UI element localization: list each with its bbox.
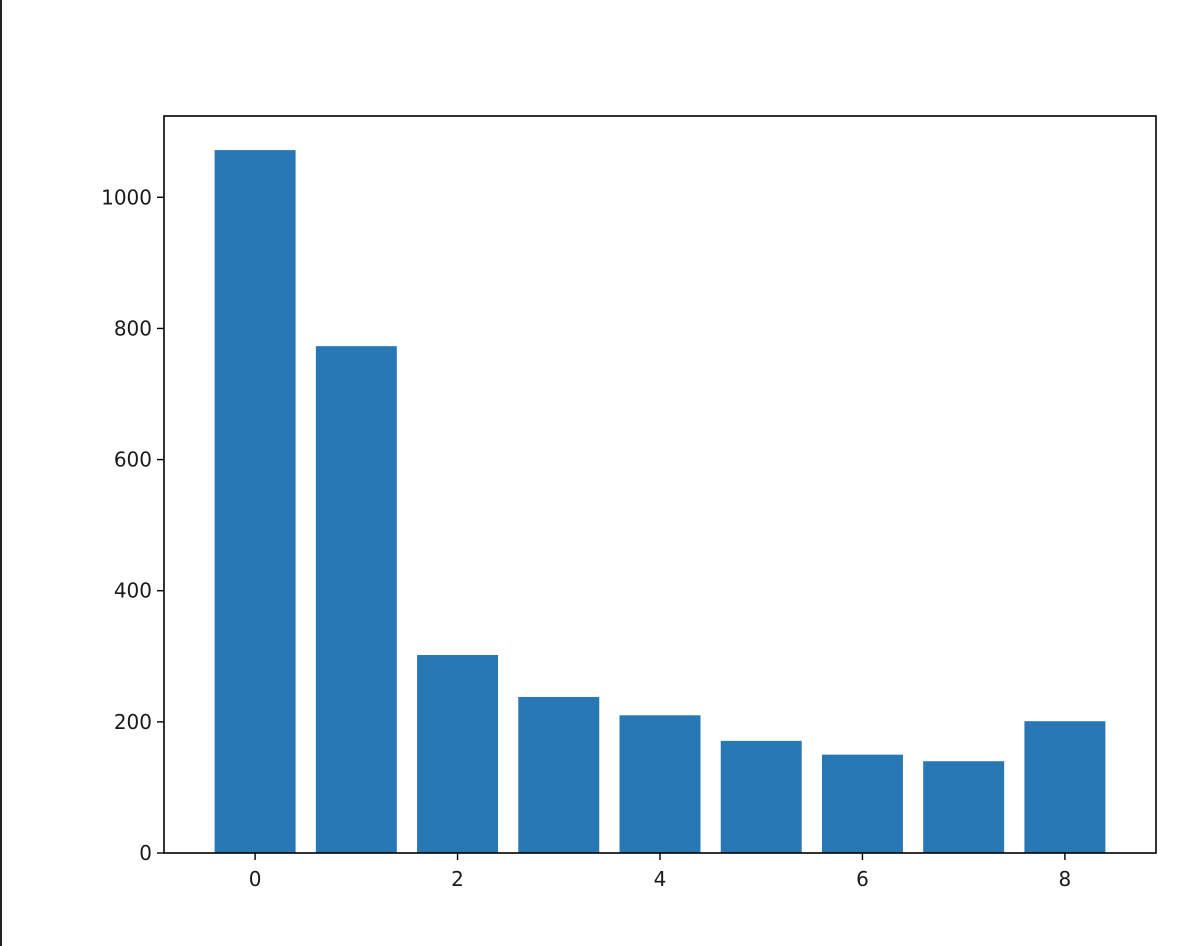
x-tick-label: 4 bbox=[654, 867, 667, 891]
bar-0 bbox=[214, 150, 296, 854]
y-tick-label: 800 bbox=[114, 316, 152, 340]
x-tick-label: 0 bbox=[249, 867, 262, 891]
bar-7 bbox=[923, 761, 1005, 853]
y-tick-label: 1000 bbox=[101, 185, 152, 209]
y-tick-label: 0 bbox=[139, 841, 152, 865]
y-tick-label: 400 bbox=[114, 579, 152, 603]
bar-1 bbox=[315, 346, 397, 853]
y-tick-label: 200 bbox=[114, 710, 152, 734]
bar-3 bbox=[518, 696, 600, 853]
x-tick-label: 6 bbox=[856, 867, 869, 891]
bar-5 bbox=[720, 740, 802, 853]
bar-6 bbox=[821, 754, 903, 853]
x-tick-label: 2 bbox=[451, 867, 464, 891]
bar-4 bbox=[619, 715, 701, 853]
bar-8 bbox=[1024, 721, 1106, 853]
bars-group bbox=[214, 150, 1106, 854]
x-axis: 0 2 4 6 8 bbox=[249, 853, 1072, 891]
plot-area-border bbox=[163, 115, 1157, 854]
bar-2 bbox=[417, 654, 499, 853]
y-tick-label: 600 bbox=[114, 448, 152, 472]
y-axis: 0 200 400 600 800 1000 bbox=[101, 185, 164, 865]
x-tick-label: 8 bbox=[1059, 867, 1072, 891]
